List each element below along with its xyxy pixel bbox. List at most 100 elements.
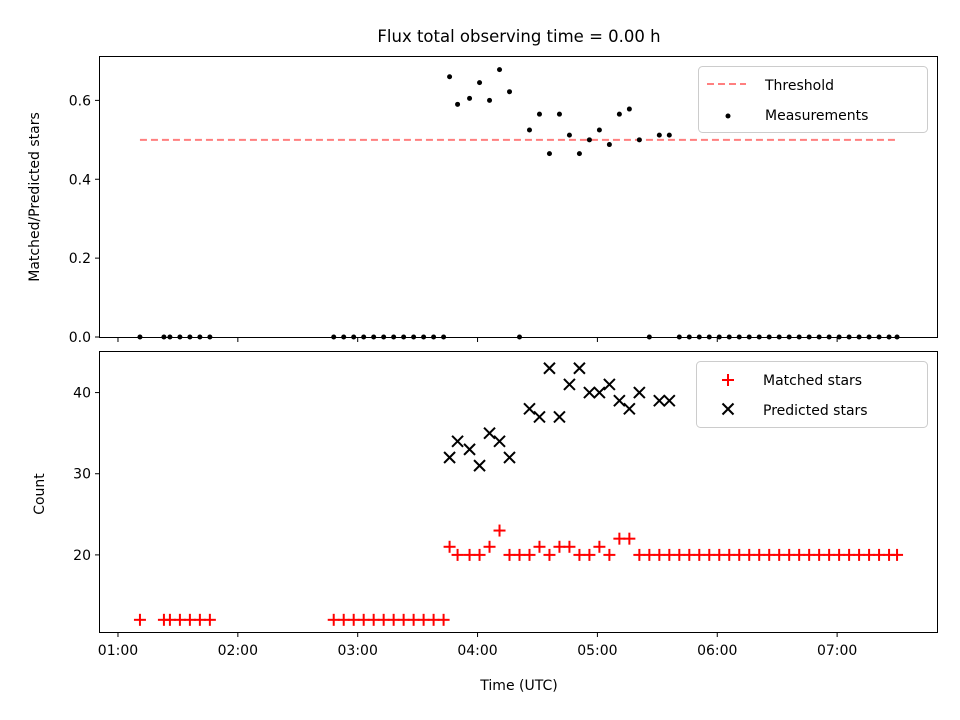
top-y-tick-label: 0.4 [69, 172, 91, 188]
predicted-star-point [623, 402, 636, 416]
measurement-point [487, 97, 493, 103]
measurement-point [441, 334, 447, 340]
bottom-x-axis-label: Time (UTC) [479, 678, 557, 694]
measurement-point [856, 334, 862, 340]
legend-matched-label: Matched stars [763, 373, 862, 389]
measurement-point [786, 334, 792, 340]
measurement-point [836, 334, 842, 340]
predicted-star-point [593, 386, 606, 399]
measurement-point [391, 334, 397, 340]
measurement-point [381, 334, 387, 340]
measurement-point [197, 334, 203, 340]
matched-star-point [443, 540, 456, 553]
bottom-x-tick-label: 02:00 [218, 643, 258, 659]
bottom-plot-marks: 20 30 40 01:00 02:00 03:00 04:00 05:00 06:00 07:0… [73, 362, 904, 659]
measurement-point [566, 132, 572, 138]
measurement-point [411, 334, 417, 340]
legend-threshold-label: Threshold [764, 78, 834, 94]
measurement-point [536, 111, 542, 117]
predicted-star-point [451, 435, 464, 448]
predicted-star-point [613, 394, 626, 407]
bottom-y-tick-label: 30 [73, 467, 91, 483]
bottom-x-tick-label: 06:00 [697, 643, 737, 659]
measurement-point [556, 111, 562, 117]
measurement-point [137, 334, 143, 340]
measurement-point [431, 334, 437, 340]
measurement-point [766, 334, 772, 340]
measurement-point [161, 334, 167, 340]
bottom-legend-box [696, 361, 928, 428]
measurement-point [331, 334, 337, 340]
legend-measurements-label: Measurements [765, 108, 868, 124]
measurement-point [596, 127, 602, 133]
measurement-point [616, 111, 622, 117]
measurement-point [421, 334, 427, 340]
bottom-x-tick-label: 04:00 [457, 643, 497, 659]
matched-star-point [891, 548, 904, 561]
measurement-point [351, 334, 357, 340]
measurement-point [736, 334, 742, 340]
measurement-point [371, 334, 377, 340]
matched-star-point [437, 613, 450, 626]
measurement-point [341, 334, 347, 340]
measurement-point [497, 67, 503, 73]
predicted-star-point [483, 426, 496, 440]
bottom-y-tick-label: 20 [73, 548, 91, 564]
measurement-point [401, 334, 407, 340]
matched-star-point [583, 548, 596, 561]
predicted-star-point [543, 362, 556, 375]
predicted-star-point [563, 378, 576, 391]
legend-predicted-label: Predicted stars [763, 403, 868, 419]
measurement-point [546, 151, 552, 157]
measurement-point [676, 334, 682, 340]
matched-star-point [603, 548, 616, 561]
measurement-point [886, 334, 892, 340]
measurement-point [656, 132, 662, 138]
bottom-x-tick-label: 07:00 [817, 643, 857, 659]
measurement-point [455, 101, 461, 107]
top-y-tick-label: 0.6 [69, 93, 91, 109]
predicted-star-point [603, 378, 616, 391]
top-plot-marks: 0.0 0.2 0.4 0.6 [69, 67, 900, 346]
measurement-point [746, 334, 752, 340]
measurement-point [796, 334, 802, 340]
predicted-star-point [633, 386, 646, 399]
bottom-y-axis-label: Count [32, 473, 48, 515]
matched-star-point [483, 540, 496, 553]
measurement-point [626, 106, 632, 112]
matched-star-point [523, 548, 536, 561]
measurement-point [516, 334, 522, 340]
predicted-star-point [443, 451, 456, 464]
predicted-star-point [473, 459, 486, 472]
matched-star-point [493, 524, 506, 537]
legend-predicted-swatch [721, 402, 735, 416]
measurement-point [706, 334, 712, 340]
measurement-point [876, 334, 882, 340]
matched-star-point [533, 540, 546, 553]
matched-star-point [133, 613, 146, 626]
legend-matched-swatch [722, 374, 734, 386]
measurement-point [576, 151, 582, 157]
matched-star-point [451, 548, 464, 561]
measurement-point [477, 80, 483, 86]
measurement-point [866, 334, 872, 340]
measurement-point [586, 137, 592, 143]
measurement-point [666, 132, 672, 138]
matched-star-point [203, 613, 216, 626]
measurement-point [686, 334, 692, 340]
measurement-point [187, 334, 193, 340]
top-y-axis-label: Matched/Predicted stars [27, 112, 43, 282]
measurement-point [167, 334, 173, 340]
measurement-point [776, 334, 782, 340]
measurement-point [361, 334, 367, 340]
bottom-x-tick-label: 03:00 [338, 643, 378, 659]
measurement-point [177, 334, 183, 340]
bottom-y-tick-label: 40 [73, 386, 91, 402]
predicted-star-point [553, 410, 566, 424]
top-y-tick-label: 0.0 [69, 330, 91, 346]
bottom-x-tick-label: 05:00 [577, 643, 617, 659]
bottom-x-tick-label: 01:00 [98, 643, 138, 659]
measurement-point [806, 334, 812, 340]
measurement-point [507, 89, 513, 95]
